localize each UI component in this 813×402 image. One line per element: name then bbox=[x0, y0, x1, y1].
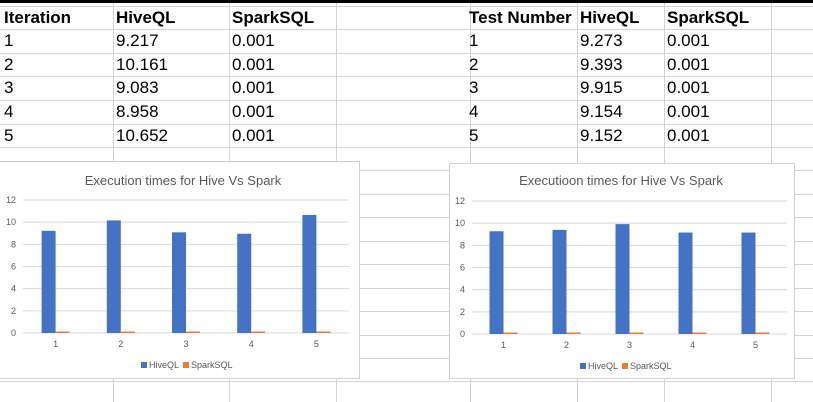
left-header-2[interactable]: HiveQL bbox=[113, 6, 176, 30]
y-tick-label: 6 bbox=[11, 262, 16, 272]
hiveql-bar-2[interactable] bbox=[553, 230, 567, 334]
right-cell-r1-c2[interactable]: 9.273 bbox=[577, 29, 623, 53]
left-cell-r5-c3[interactable]: 0.001 bbox=[229, 124, 275, 148]
right-cell-r5-c3[interactable]: 0.001 bbox=[664, 124, 710, 148]
right-header-1[interactable]: Test Number bbox=[466, 6, 572, 30]
right-cell-r4-c2[interactable]: 9.154 bbox=[577, 100, 623, 124]
x-tick-label: 1 bbox=[53, 339, 58, 349]
hiveql-bar-1[interactable] bbox=[42, 231, 56, 333]
legend-label-sparksql: SparkSQL bbox=[630, 361, 672, 371]
sparksql-bar-5[interactable] bbox=[756, 333, 770, 335]
x-tick-label: 5 bbox=[314, 339, 319, 349]
right-cell-r2-c3[interactable]: 0.001 bbox=[664, 53, 710, 77]
sparksql-bar-4[interactable] bbox=[251, 332, 265, 334]
hiveql-bar-5[interactable] bbox=[742, 233, 756, 334]
y-tick-label: 0 bbox=[11, 328, 16, 338]
x-tick-label: 2 bbox=[118, 339, 123, 349]
y-tick-label: 4 bbox=[460, 285, 465, 295]
chart-title: Executioon times for Hive Vs Spark bbox=[519, 173, 723, 188]
legend-swatch-sparksql bbox=[183, 362, 189, 368]
x-tick-label: 1 bbox=[501, 340, 506, 350]
right-cell-r2-c1[interactable]: 2 bbox=[466, 53, 478, 77]
left-cell-r4-c1[interactable]: 4 bbox=[1, 100, 13, 124]
bar-chart-right: Executioon times for Hive Vs Spark 0 2 4 6 8 1… bbox=[450, 164, 794, 378]
x-tick-label: 2 bbox=[564, 340, 569, 350]
x-tick-label: 4 bbox=[249, 339, 254, 349]
right-cell-r3-c3[interactable]: 0.001 bbox=[664, 76, 710, 100]
right-cell-r5-c2[interactable]: 9.152 bbox=[577, 124, 623, 148]
legend-label-hiveql: HiveQL bbox=[149, 360, 179, 370]
right-cell-r3-c2[interactable]: 9.915 bbox=[577, 76, 623, 100]
left-cell-r3-c3[interactable]: 0.001 bbox=[229, 76, 275, 100]
x-tick-label: 3 bbox=[627, 340, 632, 350]
y-tick-label: 2 bbox=[11, 306, 16, 316]
right-cell-r4-c3[interactable]: 0.001 bbox=[664, 100, 710, 124]
left-cell-r2-c1[interactable]: 2 bbox=[1, 53, 13, 77]
sparksql-bar-2[interactable] bbox=[567, 333, 581, 335]
y-tick-label: 10 bbox=[455, 218, 465, 228]
hiveql-bar-2[interactable] bbox=[107, 220, 121, 333]
y-tick-label: 6 bbox=[460, 263, 465, 273]
left-cell-r3-c1[interactable]: 3 bbox=[1, 76, 13, 100]
right-cell-r3-c1[interactable]: 3 bbox=[466, 76, 478, 100]
right-cell-r2-c2[interactable]: 9.393 bbox=[577, 53, 623, 77]
sparksql-bar-1[interactable] bbox=[504, 333, 518, 335]
sparksql-bar-4[interactable] bbox=[693, 333, 707, 335]
y-tick-label: 8 bbox=[11, 239, 16, 249]
y-tick-label: 4 bbox=[11, 284, 16, 294]
legend-swatch-sparksql bbox=[622, 363, 628, 369]
left-cell-r2-c3[interactable]: 0.001 bbox=[229, 53, 275, 77]
legend-label-sparksql: SparkSQL bbox=[191, 360, 233, 370]
hiveql-bar-3[interactable] bbox=[172, 232, 186, 333]
hiveql-bar-3[interactable] bbox=[616, 224, 630, 334]
sparksql-bar-2[interactable] bbox=[121, 332, 135, 334]
sparksql-bar-1[interactable] bbox=[56, 332, 70, 334]
left-header-3[interactable]: SparkSQL bbox=[229, 6, 314, 30]
hiveql-bar-5[interactable] bbox=[302, 215, 316, 333]
left-cell-r4-c2[interactable]: 8.958 bbox=[113, 100, 159, 124]
left-header-1[interactable]: Iteration bbox=[1, 6, 71, 30]
y-tick-label: 2 bbox=[460, 307, 465, 317]
hiveql-bar-4[interactable] bbox=[237, 234, 251, 333]
sparksql-bar-5[interactable] bbox=[316, 332, 330, 334]
left-cell-r5-c1[interactable]: 5 bbox=[1, 124, 13, 148]
bar-chart-left: Execution times for Hive Vs Spark 0 2 4 6 8 10… bbox=[0, 162, 359, 378]
sparksql-bar-3[interactable] bbox=[630, 333, 644, 335]
legend-swatch-hiveql bbox=[141, 362, 147, 368]
legend-swatch-hiveql bbox=[580, 363, 586, 369]
right-cell-r1-c1[interactable]: 1 bbox=[466, 29, 478, 53]
y-tick-label: 12 bbox=[455, 196, 465, 206]
right-header-3[interactable]: SparkSQL bbox=[664, 6, 749, 30]
hiveql-bar-4[interactable] bbox=[679, 233, 693, 334]
left-cell-r1-c3[interactable]: 0.001 bbox=[229, 29, 275, 53]
legend-label-hiveql: HiveQL bbox=[588, 361, 618, 371]
y-tick-label: 12 bbox=[6, 195, 16, 205]
y-tick-label: 8 bbox=[460, 240, 465, 250]
x-tick-label: 3 bbox=[183, 339, 188, 349]
right-cell-r5-c1[interactable]: 5 bbox=[466, 124, 478, 148]
hiveql-bar-1[interactable] bbox=[490, 231, 504, 334]
left-cell-r2-c2[interactable]: 10.161 bbox=[113, 53, 168, 77]
right-cell-r4-c1[interactable]: 4 bbox=[466, 100, 478, 124]
x-tick-label: 5 bbox=[753, 340, 758, 350]
y-tick-label: 10 bbox=[6, 217, 16, 227]
left-cell-r4-c3[interactable]: 0.001 bbox=[229, 100, 275, 124]
left-cell-r1-c2[interactable]: 9.217 bbox=[113, 29, 159, 53]
y-tick-label: 0 bbox=[460, 329, 465, 339]
chart-title: Execution times for Hive Vs Spark bbox=[85, 173, 282, 188]
chart-right[interactable]: Executioon times for Hive Vs Spark 0 2 4 6 8 1… bbox=[449, 163, 795, 379]
right-header-2[interactable]: HiveQL bbox=[577, 6, 640, 30]
x-tick-label: 4 bbox=[690, 340, 695, 350]
left-cell-r5-c2[interactable]: 10.652 bbox=[113, 124, 168, 148]
left-cell-r1-c1[interactable]: 1 bbox=[1, 29, 13, 53]
sparksql-bar-3[interactable] bbox=[186, 332, 200, 334]
right-cell-r1-c3[interactable]: 0.001 bbox=[664, 29, 710, 53]
left-cell-r3-c2[interactable]: 9.083 bbox=[113, 76, 159, 100]
chart-left[interactable]: Execution times for Hive Vs Spark 0 2 4 6 8 10… bbox=[0, 161, 360, 379]
